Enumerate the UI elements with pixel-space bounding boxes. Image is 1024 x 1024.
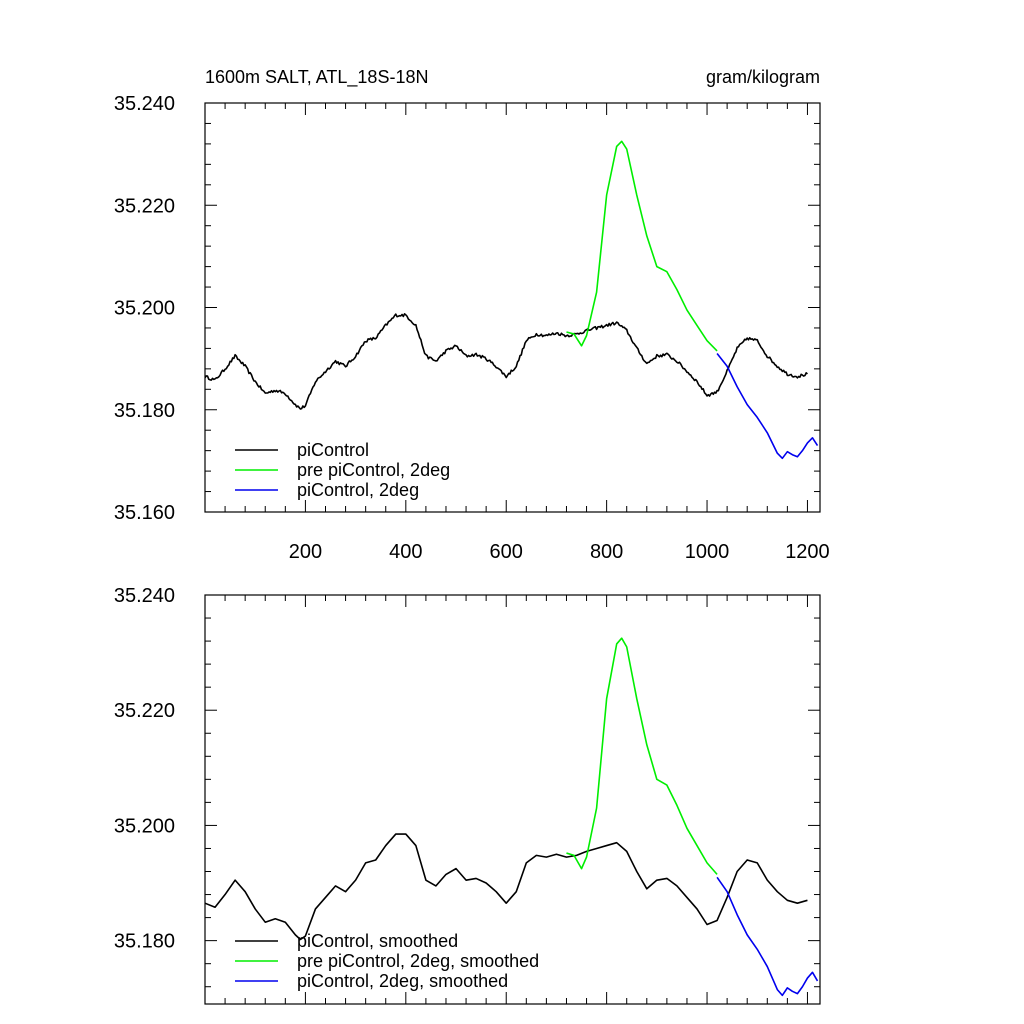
x-tick-label: 800: [590, 541, 623, 563]
x-tick-label: 1000: [685, 541, 730, 563]
x-tick-label: 1200: [785, 541, 830, 563]
x-tick-label: 600: [490, 541, 523, 563]
x-tick-label: 400: [389, 541, 422, 563]
series-line-prePiControl2deg: [566, 140, 718, 352]
chart-title: 1600m SALT, ATL_18S-18N: [205, 67, 428, 88]
legend-label: piControl, 2deg, smoothed: [297, 971, 508, 991]
y-tick-label: 35.220: [114, 195, 175, 217]
series-line-piControl: [205, 313, 808, 410]
series-line-prePiControl2deg: [566, 637, 718, 875]
legend-label: pre piControl, 2deg, smoothed: [297, 951, 539, 971]
y-tick-label: 35.200: [114, 815, 175, 837]
series-line-piControl: [205, 833, 808, 941]
top-panel: 1600m SALT, ATL_18S-18N gram/kilogram 200 4…: [114, 67, 830, 563]
y-tick-label: 35.200: [114, 298, 175, 320]
legend-label: pre piControl, 2deg: [297, 460, 450, 480]
x-tick-label: 200: [289, 541, 322, 563]
legend-label: piControl, smoothed: [297, 931, 458, 951]
legend-label: piControl: [297, 440, 369, 460]
y-tick-label: 35.180: [114, 931, 175, 953]
y-tick-label: 35.240: [114, 585, 175, 607]
y-tick-label: 35.220: [114, 700, 175, 722]
y-tick-label: 35.160: [114, 502, 175, 524]
legend-label: piControl, 2deg: [297, 480, 419, 500]
y-tick-label: 35.240: [114, 93, 175, 115]
plot-frame: [204, 594, 821, 1005]
bottom-panel: 35.180 35.200 35.220 35.240 piControl, smoot…: [114, 585, 821, 1005]
units-label: gram/kilogram: [706, 67, 820, 87]
series-line-piControl2deg: [716, 876, 819, 997]
y-tick-label: 35.180: [114, 400, 175, 422]
series-line-piControl2deg: [716, 353, 819, 460]
